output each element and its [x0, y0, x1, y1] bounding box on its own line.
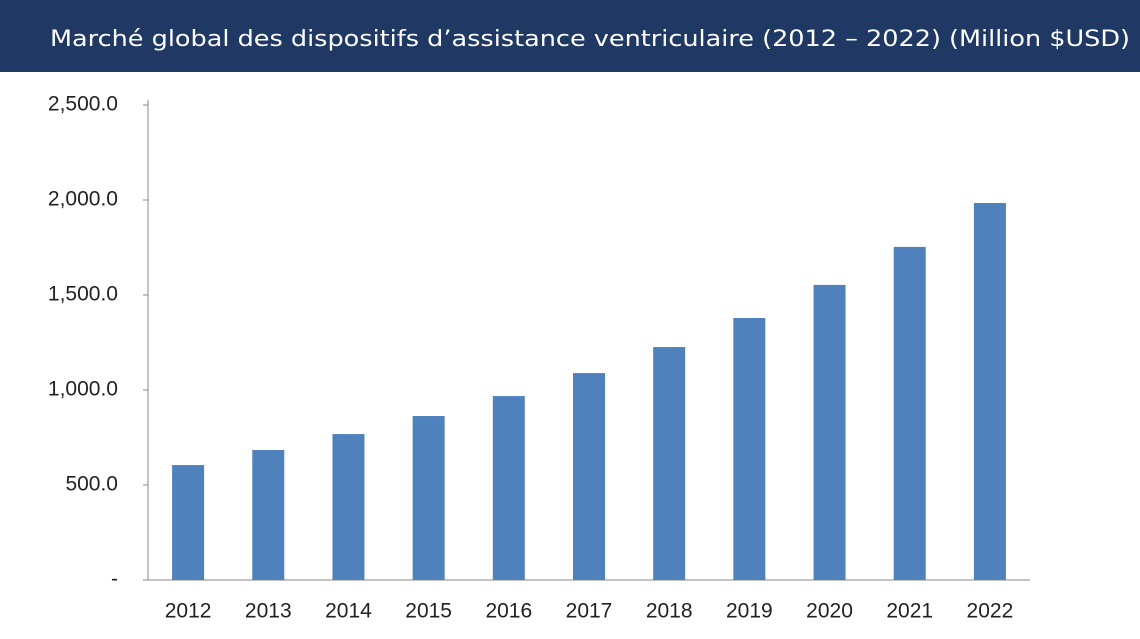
x-tick-label: 2012 [165, 600, 212, 623]
bar [252, 450, 285, 580]
chart-title: Marché global des dispositifs d’assistan… [50, 27, 1130, 52]
y-tick-label: 1,000.0 [48, 378, 118, 401]
y-tick-label: 2,000.0 [48, 188, 118, 211]
y-tick-label: 500.0 [65, 473, 118, 496]
bar [813, 284, 846, 580]
x-tick-label: 2014 [325, 600, 372, 623]
title-bar [0, 0, 1140, 72]
bar [973, 203, 1006, 581]
x-tick-label: 2020 [806, 600, 853, 623]
bar [332, 434, 365, 580]
bar [653, 347, 686, 580]
bar [172, 465, 205, 580]
x-tick-label: 2019 [726, 600, 773, 623]
bar [573, 373, 605, 580]
y-tick-label: - [111, 568, 118, 591]
x-tick-label: 2013 [245, 600, 292, 623]
x-tick-label: 2017 [566, 600, 613, 623]
x-tick-label: 2015 [405, 600, 452, 623]
y-tick-label: 1,500.0 [48, 283, 118, 306]
x-tick-label: 2016 [485, 600, 532, 623]
bar [412, 416, 445, 580]
bar [733, 317, 766, 580]
x-tick-label: 2022 [967, 600, 1014, 623]
x-tick-label: 2018 [646, 600, 693, 623]
bar [893, 246, 926, 580]
y-tick-label: 2,500.0 [48, 93, 118, 116]
bar [492, 396, 525, 580]
x-tick-label: 2021 [886, 600, 933, 623]
